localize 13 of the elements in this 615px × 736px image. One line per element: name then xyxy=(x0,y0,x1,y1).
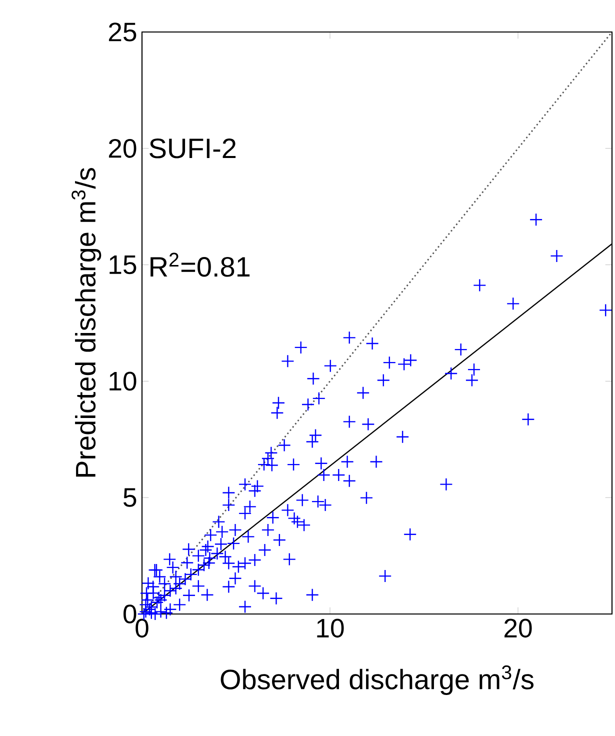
y-tick-label: 0 xyxy=(124,604,136,624)
x-tick-label: 10 xyxy=(317,618,344,638)
y-tick-label: 10 xyxy=(110,372,136,391)
y-tick-label: 15 xyxy=(110,256,136,274)
x-tick-label: 20 xyxy=(504,618,532,638)
y-axis-title: Predicted discharge m$^{3}$/s xyxy=(72,168,102,477)
y-tick-label: 20 xyxy=(108,138,136,158)
annotation: R$^{2}$=0.81 xyxy=(150,252,250,277)
y-tick-label: 25 xyxy=(108,22,136,42)
y-tick-label: 5 xyxy=(124,488,136,507)
x-tick-label: 0 xyxy=(136,618,148,638)
annotation: SUFI-2 xyxy=(150,138,236,158)
x-axis-title: Observed discharge m$^{3}$/s xyxy=(220,665,534,695)
